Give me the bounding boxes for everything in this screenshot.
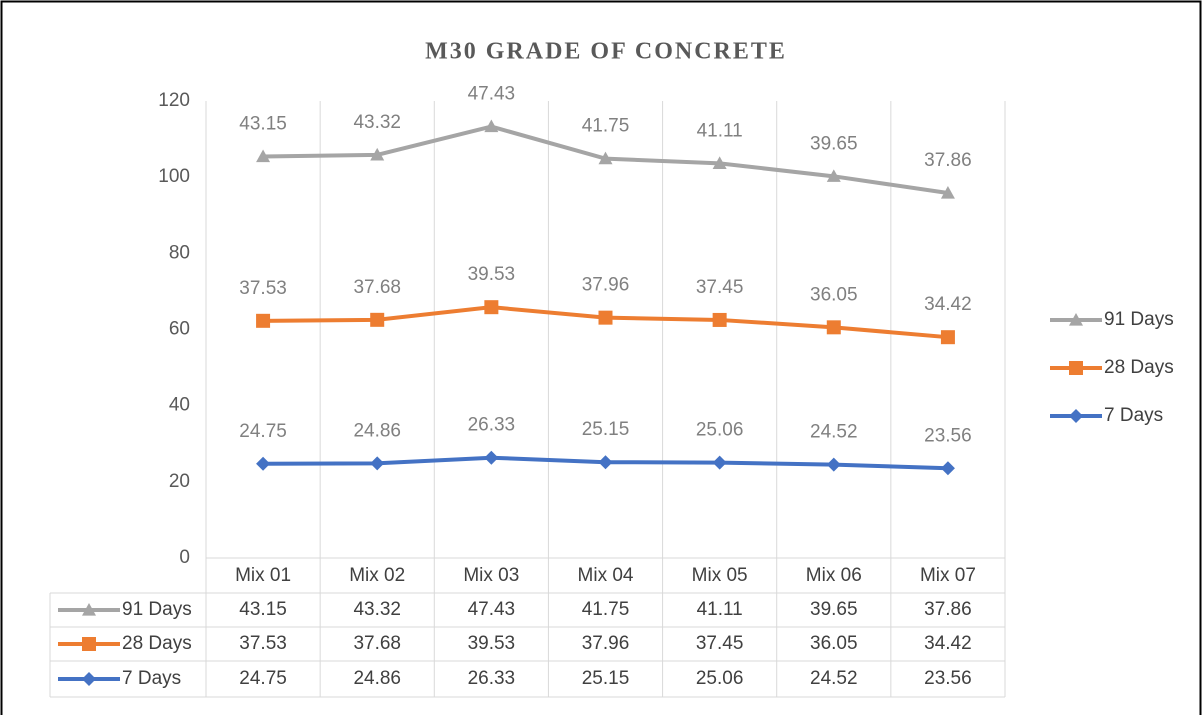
marker	[82, 672, 96, 686]
marker	[598, 455, 613, 470]
legend-label: 91 Days	[1104, 309, 1174, 330]
marker	[256, 456, 271, 471]
table-cell: 39.65	[810, 599, 858, 620]
table-cell: 36.05	[810, 633, 858, 654]
table-cell: 47.43	[468, 599, 516, 620]
y-tick-label: 60	[169, 319, 190, 340]
data-label: 47.43	[468, 84, 516, 105]
data-label: 37.45	[696, 277, 744, 298]
table-cell: 37.53	[239, 633, 287, 654]
marker	[940, 330, 955, 345]
y-tick-label: 20	[169, 471, 190, 492]
table-cell: 24.86	[353, 668, 401, 689]
legend-label: 28 Days	[1104, 357, 1174, 378]
table-series-name: 91 Days	[122, 599, 192, 620]
marker	[370, 312, 385, 327]
data-label: 43.15	[239, 114, 287, 135]
x-tick-label: Mix 04	[578, 565, 634, 586]
x-tick-label: Mix 01	[235, 565, 291, 586]
data-label: 25.06	[696, 420, 744, 441]
x-tick-label: Mix 02	[349, 565, 405, 586]
marker	[1069, 313, 1083, 326]
table-cell: 37.96	[582, 633, 630, 654]
data-label: 41.75	[582, 116, 630, 137]
data-label: 39.65	[810, 133, 858, 154]
marker	[370, 456, 385, 471]
data-label: 41.11	[697, 120, 743, 141]
table-cell: 26.33	[468, 668, 516, 689]
table-cell: 41.75	[582, 599, 630, 620]
y-tick-label: 100	[158, 166, 190, 187]
marker	[1069, 361, 1083, 375]
marker	[256, 313, 271, 328]
marker	[826, 169, 841, 182]
table-cell: 34.42	[924, 633, 972, 654]
marker	[370, 147, 385, 161]
marker	[826, 320, 841, 335]
data-label: 24.86	[353, 420, 401, 441]
marker	[484, 300, 499, 315]
data-label: 37.53	[239, 278, 287, 299]
legend-label: 7 Days	[1104, 405, 1163, 426]
marker	[82, 603, 96, 616]
table-cell: 25.06	[696, 668, 744, 689]
data-label: 43.32	[353, 112, 401, 133]
data-label: 37.68	[353, 277, 401, 298]
table-cell: 37.86	[924, 599, 972, 620]
marker	[82, 637, 96, 651]
marker	[256, 149, 271, 163]
y-tick-label: 0	[179, 547, 190, 568]
table-cell: 24.75	[239, 668, 287, 689]
marker	[484, 119, 499, 133]
x-tick-label: Mix 07	[920, 565, 976, 586]
table-cell: 37.68	[353, 633, 401, 654]
table-cell: 43.32	[353, 599, 401, 620]
y-tick-label: 120	[158, 90, 190, 111]
x-tick-label: Mix 05	[692, 565, 748, 586]
y-tick-label: 40	[169, 395, 190, 416]
table-cell: 23.56	[924, 668, 972, 689]
chart-title: M30 GRADE OF CONCRETE	[425, 39, 787, 65]
table-cell: 25.15	[582, 668, 630, 689]
data-label: 36.05	[810, 284, 858, 305]
marker	[712, 455, 727, 470]
data-label: 39.53	[468, 264, 516, 285]
table-cell: 24.52	[810, 668, 858, 689]
table-cell: 43.15	[239, 599, 287, 620]
marker	[712, 156, 727, 169]
data-label: 23.56	[924, 425, 972, 446]
marker	[940, 461, 955, 476]
x-tick-label: Mix 06	[806, 565, 862, 586]
data-label: 24.52	[810, 422, 858, 443]
marker	[1069, 409, 1083, 423]
data-label: 37.96	[582, 275, 630, 296]
data-label: 24.75	[239, 421, 287, 442]
marker	[712, 312, 727, 327]
marker	[484, 450, 499, 465]
table-series-name: 28 Days	[122, 633, 192, 654]
table-cell: 39.53	[468, 633, 516, 654]
x-tick-label: Mix 03	[463, 565, 519, 586]
data-label: 25.15	[582, 419, 630, 440]
marker	[826, 457, 841, 472]
marker	[598, 151, 613, 165]
marker	[940, 186, 955, 199]
y-tick-label: 80	[169, 242, 190, 263]
table-series-name: 7 Days	[122, 668, 181, 689]
marker	[598, 310, 613, 325]
table-cell: 37.45	[696, 633, 744, 654]
data-label: 26.33	[468, 415, 516, 436]
data-label: 37.86	[924, 150, 972, 171]
table-cell: 41.11	[697, 599, 743, 620]
data-label: 34.42	[924, 294, 972, 315]
